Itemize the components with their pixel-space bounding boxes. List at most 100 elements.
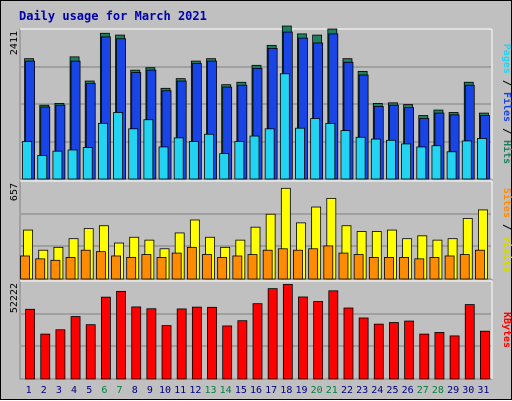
bar-pages-day-27	[416, 146, 427, 180]
bar-kbytes-day-27	[419, 333, 430, 380]
chart-title: Daily usage for March 2021	[19, 9, 207, 23]
bar-sites-day-6	[95, 251, 106, 280]
bar-sites-day-23	[353, 254, 364, 280]
bar-sites-day-12	[186, 246, 197, 280]
day-label-3: 3	[56, 385, 62, 396]
right-label-0-part-2: Files	[501, 92, 512, 122]
day-label-27: 27	[417, 385, 429, 396]
day-label-1: 1	[26, 385, 32, 396]
bar-sites-day-7	[111, 255, 121, 280]
bar-pages-day-2	[37, 155, 48, 180]
bar-pages-day-12	[188, 141, 199, 180]
bar-kbytes-day-15	[237, 320, 248, 380]
bar-sites-day-8	[126, 257, 137, 280]
day-label-30: 30	[462, 385, 474, 396]
bar-kbytes-day-8	[131, 306, 142, 380]
bar-sites-day-10	[156, 257, 167, 280]
bar-kbytes-day-17	[267, 288, 278, 380]
bar-pages-day-4	[67, 149, 78, 180]
day-label-13: 13	[204, 385, 216, 396]
bar-kbytes-day-16	[252, 303, 263, 380]
bar-sites-day-14	[217, 257, 228, 280]
day-label-17: 17	[265, 385, 277, 396]
day-label-31: 31	[477, 385, 489, 396]
bar-pages-day-25	[386, 139, 396, 180]
day-label-5: 5	[86, 385, 92, 396]
bar-kbytes-day-18	[282, 284, 293, 380]
bar-kbytes-day-12	[191, 306, 202, 380]
bar-sites-day-5	[80, 249, 91, 280]
bar-kbytes-day-11	[176, 308, 187, 380]
day-label-7: 7	[117, 385, 123, 396]
bar-pages-day-26	[401, 143, 412, 180]
bar-sites-day-2	[35, 258, 46, 280]
bar-kbytes-day-13	[207, 306, 217, 380]
bar-sites-day-29	[444, 255, 455, 280]
bar-sites-day-16	[247, 254, 258, 280]
bar-sites-day-30	[459, 254, 470, 280]
bar-kbytes-day-6	[100, 296, 111, 380]
bar-sites-day-9	[141, 254, 152, 280]
day-label-9: 9	[147, 385, 153, 396]
day-label-12: 12	[189, 385, 201, 396]
day-label-14: 14	[220, 385, 232, 396]
bar-pages-day-24	[370, 138, 381, 180]
bar-pages-day-10	[158, 146, 169, 180]
right-label-2-part-0: KBytes	[501, 312, 512, 348]
day-label-16: 16	[250, 385, 262, 396]
right-label-0-part-0: Pages	[501, 44, 512, 74]
day-label-11: 11	[174, 385, 186, 396]
panel-max-label-visits: 657	[9, 183, 20, 201]
bar-sites-day-11	[171, 252, 182, 280]
day-label-28: 28	[432, 385, 444, 396]
bar-sites-day-31	[475, 249, 485, 280]
bar-pages-day-5	[82, 147, 93, 180]
day-label-29: 29	[447, 385, 459, 396]
day-label-6: 6	[101, 385, 107, 396]
day-label-22: 22	[341, 385, 353, 396]
bar-pages-day-6	[97, 122, 108, 180]
bar-kbytes-day-31	[480, 330, 490, 380]
day-label-20: 20	[311, 385, 323, 396]
bar-pages-day-22	[340, 130, 351, 180]
bar-kbytes-day-3	[55, 329, 66, 380]
day-label-24: 24	[371, 385, 383, 396]
bar-kbytes-day-20	[313, 301, 324, 380]
bar-sites-day-21	[323, 245, 334, 280]
bar-kbytes-day-25	[389, 322, 399, 380]
bar-sites-day-20	[308, 248, 319, 280]
right-label-1-part-1: /	[501, 218, 512, 236]
bar-sites-day-24	[368, 257, 379, 280]
bar-kbytes-day-14	[222, 325, 233, 380]
right-label-1-part-2: Visits	[501, 236, 512, 272]
bar-pages-day-11	[173, 137, 184, 180]
bar-pages-day-30	[461, 140, 472, 180]
bar-pages-day-20	[310, 118, 321, 180]
right-label-0-part-3: /	[501, 122, 512, 140]
bar-pages-day-13	[204, 133, 214, 180]
bar-pages-day-14	[219, 153, 230, 180]
bar-pages-day-31	[477, 138, 487, 180]
right-label-1-part-0: Sites	[501, 188, 512, 218]
bar-kbytes-day-10	[161, 325, 172, 380]
day-label-18: 18	[280, 385, 292, 396]
bar-sites-day-13	[202, 254, 212, 280]
bar-kbytes-day-1	[25, 308, 35, 380]
bar-pages-day-21	[325, 122, 336, 180]
day-label-25: 25	[386, 385, 398, 396]
day-label-4: 4	[71, 385, 77, 396]
day-label-19: 19	[295, 385, 307, 396]
day-label-10: 10	[159, 385, 171, 396]
bar-kbytes-day-19	[298, 296, 308, 380]
bar-sites-day-18	[277, 248, 288, 280]
bar-pages-day-1	[22, 141, 32, 180]
bar-pages-day-23	[355, 136, 366, 180]
panel-max-label-kbytes: 52222	[9, 283, 20, 313]
bar-kbytes-day-4	[70, 316, 81, 380]
bar-kbytes-day-23	[358, 317, 369, 380]
bar-sites-day-17	[262, 249, 273, 280]
right-label-2: KBytes	[501, 312, 512, 348]
bar-kbytes-day-2	[40, 333, 51, 380]
bar-sites-day-15	[232, 255, 243, 280]
